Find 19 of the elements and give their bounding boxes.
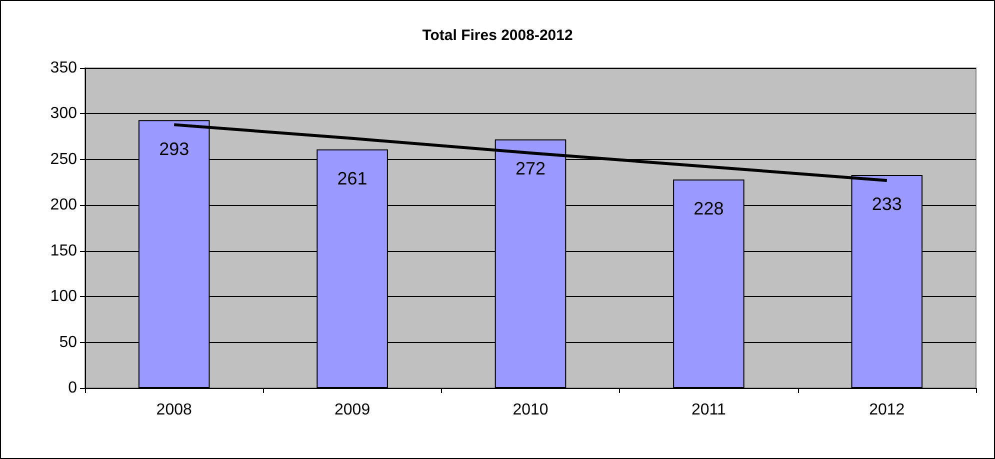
y-tick-label: 200 [50,196,78,214]
data-label: 261 [337,168,368,188]
y-tick-label: 150 [50,242,78,260]
data-label: 272 [515,158,546,178]
y-tick-label: 0 [68,380,78,396]
data-label: 228 [694,198,724,219]
x-tick-label: 2012 [869,402,905,418]
y-tick-label: 50 [59,334,78,351]
x-tick-label: 2008 [156,402,192,418]
x-tick-label: 2009 [334,402,370,418]
x-tick-label: 2010 [512,402,548,418]
x-tick-label: 2011 [691,402,726,418]
y-tick-label: 350 [50,60,78,76]
y-tick-label: 300 [50,105,78,122]
data-label: 233 [872,194,902,214]
y-tick-label: 250 [50,150,78,168]
data-label: 293 [159,139,190,160]
chart-title: Total Fires 2008-2012 [422,27,573,44]
y-tick-label: 100 [50,288,78,306]
